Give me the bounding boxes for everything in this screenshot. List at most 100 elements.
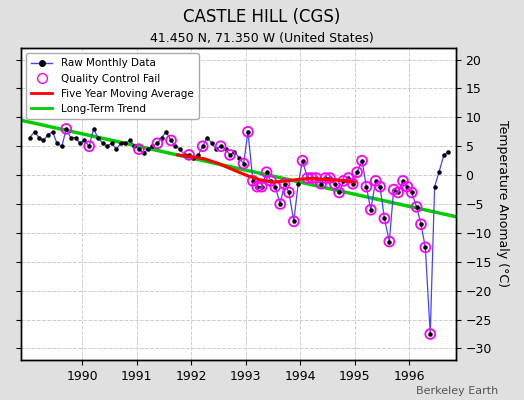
Point xyxy=(244,128,252,135)
Point xyxy=(135,146,143,152)
Point xyxy=(312,175,320,181)
Point xyxy=(308,175,316,181)
Point xyxy=(263,169,271,176)
Point xyxy=(257,184,266,190)
Point xyxy=(263,169,271,176)
Point xyxy=(280,180,289,187)
Point xyxy=(426,331,434,337)
Point xyxy=(372,178,380,184)
Point xyxy=(148,143,157,150)
Point xyxy=(253,184,261,190)
Point xyxy=(358,158,366,164)
Point xyxy=(412,204,421,210)
Point xyxy=(271,184,279,190)
Point xyxy=(353,169,362,176)
Point xyxy=(303,175,312,181)
Point xyxy=(367,206,375,213)
Point xyxy=(139,150,148,156)
Point xyxy=(325,175,334,181)
Point xyxy=(158,134,166,141)
Point xyxy=(267,178,275,184)
Point xyxy=(226,152,234,158)
Point xyxy=(321,175,330,181)
Y-axis label: Temperature Anomaly (°C): Temperature Anomaly (°C) xyxy=(496,120,509,288)
Point xyxy=(385,238,394,245)
Point xyxy=(35,134,43,141)
Point xyxy=(385,238,394,245)
Point xyxy=(208,140,216,146)
Point xyxy=(335,189,343,196)
Point xyxy=(230,149,238,155)
Point xyxy=(394,189,402,196)
Point xyxy=(62,126,70,132)
Point xyxy=(285,189,293,196)
Point xyxy=(421,244,430,250)
Point xyxy=(53,140,61,146)
Point xyxy=(271,184,279,190)
Point xyxy=(417,221,425,228)
Point xyxy=(239,160,248,167)
Point xyxy=(276,201,285,207)
Point xyxy=(399,178,407,184)
Point xyxy=(153,140,161,146)
Point xyxy=(285,189,293,196)
Point xyxy=(358,158,366,164)
Point xyxy=(408,189,416,196)
Point xyxy=(253,184,261,190)
Point xyxy=(298,158,307,164)
Point xyxy=(103,143,112,150)
Text: Berkeley Earth: Berkeley Earth xyxy=(416,386,498,396)
Point xyxy=(85,143,93,150)
Point xyxy=(185,152,193,158)
Point xyxy=(317,180,325,187)
Point xyxy=(67,134,75,141)
Point xyxy=(421,244,430,250)
Point xyxy=(62,126,70,132)
Point xyxy=(199,143,207,150)
Point xyxy=(348,180,357,187)
Point xyxy=(249,178,257,184)
Point xyxy=(362,184,370,190)
Point xyxy=(126,137,134,144)
Point xyxy=(80,137,89,144)
Point xyxy=(176,146,184,152)
Point xyxy=(325,175,334,181)
Point xyxy=(344,175,353,181)
Point xyxy=(440,152,448,158)
Point xyxy=(71,134,80,141)
Point xyxy=(435,169,443,176)
Point xyxy=(94,134,102,141)
Point xyxy=(130,143,139,150)
Point xyxy=(348,180,357,187)
Point xyxy=(222,146,230,152)
Point xyxy=(294,180,302,187)
Point xyxy=(112,146,121,152)
Point xyxy=(257,184,266,190)
Point xyxy=(303,175,312,181)
Point xyxy=(171,143,180,150)
Point xyxy=(312,175,320,181)
Point xyxy=(249,178,257,184)
Point xyxy=(298,158,307,164)
Point xyxy=(403,184,411,190)
Point xyxy=(339,178,347,184)
Point xyxy=(235,154,244,161)
Point xyxy=(331,180,339,187)
Point xyxy=(417,221,425,228)
Point xyxy=(107,140,116,146)
Point xyxy=(117,140,125,146)
Point xyxy=(189,154,198,161)
Legend: Raw Monthly Data, Quality Control Fail, Five Year Moving Average, Long-Term Tren: Raw Monthly Data, Quality Control Fail, … xyxy=(26,53,199,119)
Point xyxy=(44,132,52,138)
Point xyxy=(216,143,225,150)
Point xyxy=(167,137,175,144)
Point xyxy=(399,178,407,184)
Point xyxy=(376,184,384,190)
Text: CASTLE HILL (CGS): CASTLE HILL (CGS) xyxy=(183,8,341,26)
Point xyxy=(244,128,252,135)
Point xyxy=(167,137,175,144)
Point xyxy=(26,134,34,141)
Point xyxy=(372,178,380,184)
Point xyxy=(376,184,384,190)
Point xyxy=(153,140,161,146)
